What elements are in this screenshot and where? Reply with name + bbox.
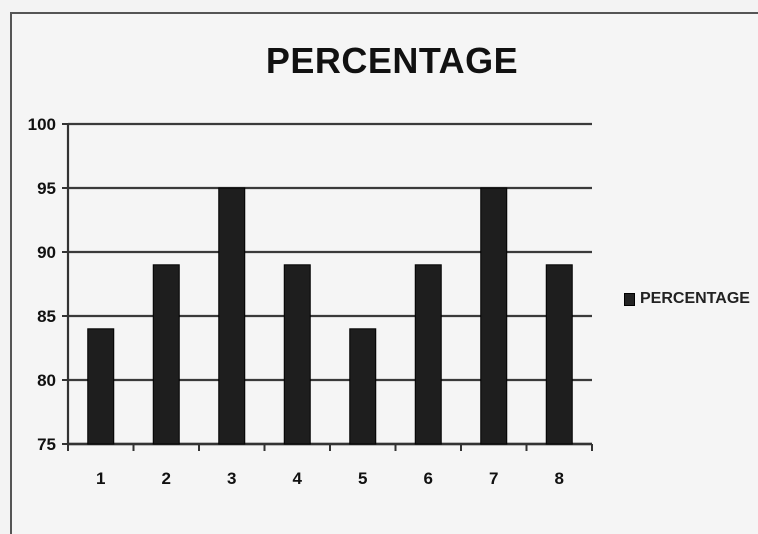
bar (218, 187, 246, 445)
bar (152, 264, 180, 445)
bar (349, 328, 377, 445)
x-tick-label: 6 (424, 469, 433, 488)
legend-label: PERCENTAGE (640, 290, 750, 307)
x-tick-label: 2 (162, 469, 171, 488)
y-tick-label: 85 (37, 307, 56, 326)
legend: PERCENTAGE (624, 290, 750, 308)
bar (283, 264, 311, 445)
x-tick-label: 3 (227, 469, 236, 488)
x-tick-label: 1 (96, 469, 105, 488)
chart-title: PERCENTAGE (265, 40, 519, 81)
x-tick-label: 5 (358, 469, 367, 488)
bar (87, 328, 115, 445)
chart-image: PERCENTAGE 75 80 85 90 95 100 1 2 3 4 5 6 7 8 PERCENT… (10, 12, 758, 534)
x-tick-label: 7 (489, 469, 498, 488)
x-tick-label: 4 (293, 469, 303, 488)
y-tick-label: 95 (37, 179, 56, 198)
bar (414, 264, 442, 445)
bar (545, 264, 573, 445)
bar (480, 187, 508, 445)
y-tick-label: 90 (37, 243, 56, 262)
y-tick-label: 75 (37, 435, 56, 454)
x-tick-label: 8 (555, 469, 564, 488)
legend-swatch (624, 292, 635, 306)
chart-frame (10, 12, 758, 534)
y-tick-label: 80 (37, 371, 56, 390)
y-tick-label: 100 (28, 115, 56, 134)
bar-chart: 75 80 85 90 95 100 1 2 3 4 5 6 7 8 (28, 115, 593, 488)
